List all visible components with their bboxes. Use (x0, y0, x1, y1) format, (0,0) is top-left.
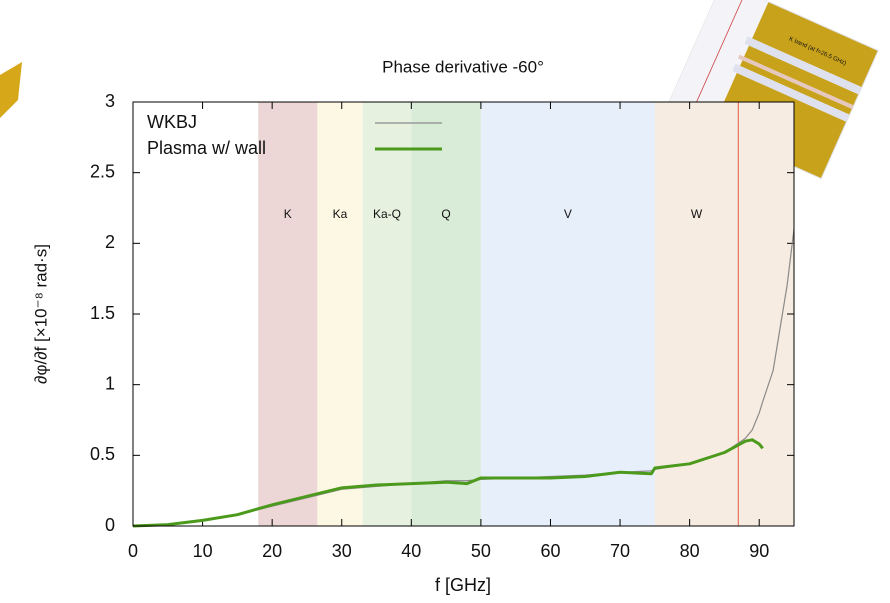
band-label: Ka-Q (373, 207, 401, 221)
y-tick-label: 1 (105, 373, 115, 393)
legend-label: Plasma w/ wall (147, 138, 266, 158)
band-label: Q (441, 207, 450, 221)
chart-title: Phase derivative -60° (382, 57, 544, 76)
band (363, 102, 412, 526)
x-tick-label: 90 (749, 541, 769, 561)
legend-label: WKBJ (147, 112, 197, 132)
chart: K band (at f=26.5 GHz) Phase derivative … (0, 0, 890, 603)
band (481, 102, 655, 526)
page: K band (at f=26.5 GHz) Phase derivative … (0, 0, 890, 603)
y-axis-label: ∂φ/∂f [×10⁻⁸ rad·s] (31, 244, 50, 384)
x-tick-label: 30 (332, 541, 352, 561)
x-tick-label: 60 (540, 541, 560, 561)
y-tick-label: 1.5 (90, 303, 115, 323)
x-tick-label: 10 (193, 541, 213, 561)
y-tick-label: 2 (105, 232, 115, 252)
x-tick-label: 50 (471, 541, 491, 561)
x-axis-label: f [GHz] (435, 575, 491, 595)
y-tick-label: 3 (105, 91, 115, 111)
band (317, 102, 362, 526)
band (258, 102, 317, 526)
band-label: V (564, 207, 572, 221)
x-tick-label: 80 (680, 541, 700, 561)
y-tick-label: 0.5 (90, 444, 115, 464)
y-tick-label: 0 (105, 515, 115, 535)
y-tick-label: 2.5 (90, 161, 115, 181)
x-tick-label: 20 (262, 541, 282, 561)
band-label: W (691, 207, 703, 221)
band-label: K (284, 207, 292, 221)
band (411, 102, 481, 526)
decor-shape (0, 62, 22, 118)
x-tick-label: 40 (401, 541, 421, 561)
band-label: Ka (333, 207, 348, 221)
band (655, 102, 794, 526)
x-tick-label: 0 (128, 541, 138, 561)
x-tick-label: 70 (610, 541, 630, 561)
